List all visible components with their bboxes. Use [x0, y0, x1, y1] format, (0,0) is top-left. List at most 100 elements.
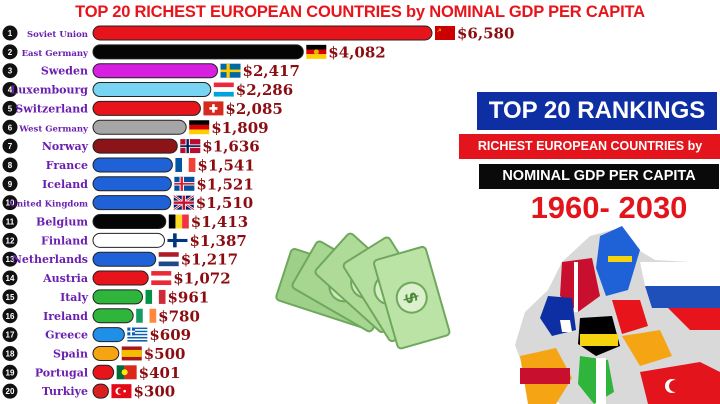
country-label: Soviet Union	[27, 30, 88, 40]
rank-number: 3	[8, 67, 13, 76]
country-label: Luxembourg	[11, 84, 89, 97]
value-label: $500	[144, 345, 186, 363]
country-label: France	[46, 159, 88, 172]
bar	[92, 176, 172, 192]
value-label: $4,082	[328, 43, 385, 61]
country-label: Sweden	[41, 65, 88, 78]
rank-badge	[2, 289, 18, 305]
italy-flag	[145, 289, 166, 304]
country-label: United Kingdom	[10, 200, 88, 210]
bar-row: 9 Iceland $1,521	[2, 175, 254, 193]
rank-badge	[2, 345, 18, 361]
netherlands-flag	[158, 252, 179, 267]
rank-badge	[2, 214, 18, 229]
svg-text:☭: ☭	[437, 28, 442, 34]
bar	[92, 364, 115, 380]
bar-row: 19 Portugal $401	[2, 364, 181, 382]
bar	[92, 119, 187, 135]
value-label: $2,085	[225, 100, 282, 118]
rank-badge	[2, 63, 18, 79]
norway-flag	[180, 139, 201, 154]
bar-row: 15 Italy $961	[2, 288, 209, 306]
country-label: Finland	[41, 234, 88, 247]
bar	[92, 157, 173, 173]
value-label: $300	[133, 383, 175, 401]
rank-badge	[2, 232, 18, 248]
rank-badge	[2, 25, 18, 41]
country-label: Iceland	[42, 178, 88, 191]
rank-badge	[2, 270, 18, 286]
rank-number: 13	[6, 255, 15, 264]
value-label: $1,636	[202, 138, 259, 156]
value-label: $401	[139, 364, 181, 382]
bar-row: 8 France $1,541	[2, 156, 255, 174]
money-bills-icon: $ $ $ $ $	[275, 232, 451, 350]
bar-row: 6 West Germany $1,809	[2, 119, 269, 137]
country-label: Netherlands	[12, 253, 88, 266]
panel-subtitle-line2: NOMINAL GDP PER CAPITA	[479, 164, 719, 189]
chart-title: TOP 20 RICHEST EUROPEAN COUNTRIES by NOM…	[75, 3, 645, 21]
bar-row: 5 Switzerland $2,085	[2, 100, 283, 118]
country-label: Spain	[53, 347, 88, 360]
rank-badge	[2, 157, 18, 173]
bar	[92, 100, 201, 116]
uk-flag	[173, 194, 195, 211]
country-label: Norway	[42, 140, 89, 153]
bar	[92, 327, 125, 343]
rank-badge	[2, 82, 18, 98]
bar-row: 2 East Germany $4,082	[2, 43, 386, 61]
rank-number: 7	[8, 142, 13, 151]
rank-number: 11	[6, 218, 15, 227]
rank-badge	[2, 383, 18, 399]
bar	[92, 44, 304, 60]
value-label: $609	[149, 326, 191, 344]
country-label: Switzerland	[15, 102, 88, 115]
bar	[92, 383, 109, 399]
iceland-flag	[174, 176, 195, 191]
bar	[92, 289, 144, 305]
rank-badge	[2, 100, 18, 116]
bar-row: 1 Soviet Union ☭ $6,580	[2, 25, 514, 43]
rank-number: 8	[8, 161, 13, 170]
value-label: $1,521	[196, 175, 253, 193]
country-label: Greece	[45, 329, 88, 342]
value-label: $1,541	[197, 156, 254, 174]
rank-number: 4	[8, 86, 13, 95]
switzerland-flag	[203, 101, 224, 116]
rank-number: 1	[8, 29, 13, 38]
rank-badge	[2, 44, 18, 60]
bar-row: 20 Turkiye $300	[2, 383, 175, 401]
bar-row: 11 Belgium $1,413	[2, 213, 248, 231]
portugal-flag	[116, 365, 137, 380]
bar-row: 12 Finland $1,387	[2, 232, 247, 250]
sweden-flag	[220, 63, 241, 78]
rank-number: 19	[6, 368, 15, 377]
rank-number: 6	[8, 123, 13, 132]
belgium-flag	[168, 214, 189, 229]
greece-flag	[127, 327, 148, 342]
bar	[92, 138, 178, 154]
country-label: Portugal	[35, 366, 88, 379]
bar	[92, 270, 149, 286]
value-label: $2,417	[243, 62, 300, 80]
rank-number: 12	[6, 236, 15, 245]
ireland-flag	[136, 308, 157, 323]
bar	[92, 214, 167, 229]
bar-row: 16 Ireland $780	[2, 307, 200, 325]
west-germany-flag	[189, 120, 210, 135]
turkiye-flag	[111, 384, 132, 399]
value-label: $1,387	[189, 232, 246, 250]
rank-number: 20	[6, 387, 15, 396]
rank-number: 9	[8, 180, 13, 189]
austria-flag	[151, 271, 172, 286]
rank-badge	[2, 327, 18, 343]
value-label: $6,580	[457, 25, 514, 43]
rank-number: 15	[6, 293, 15, 302]
country-label: Ireland	[43, 310, 88, 323]
rank-number: 16	[6, 312, 15, 321]
bar	[92, 195, 172, 211]
europe-flag-map-icon	[515, 226, 720, 404]
